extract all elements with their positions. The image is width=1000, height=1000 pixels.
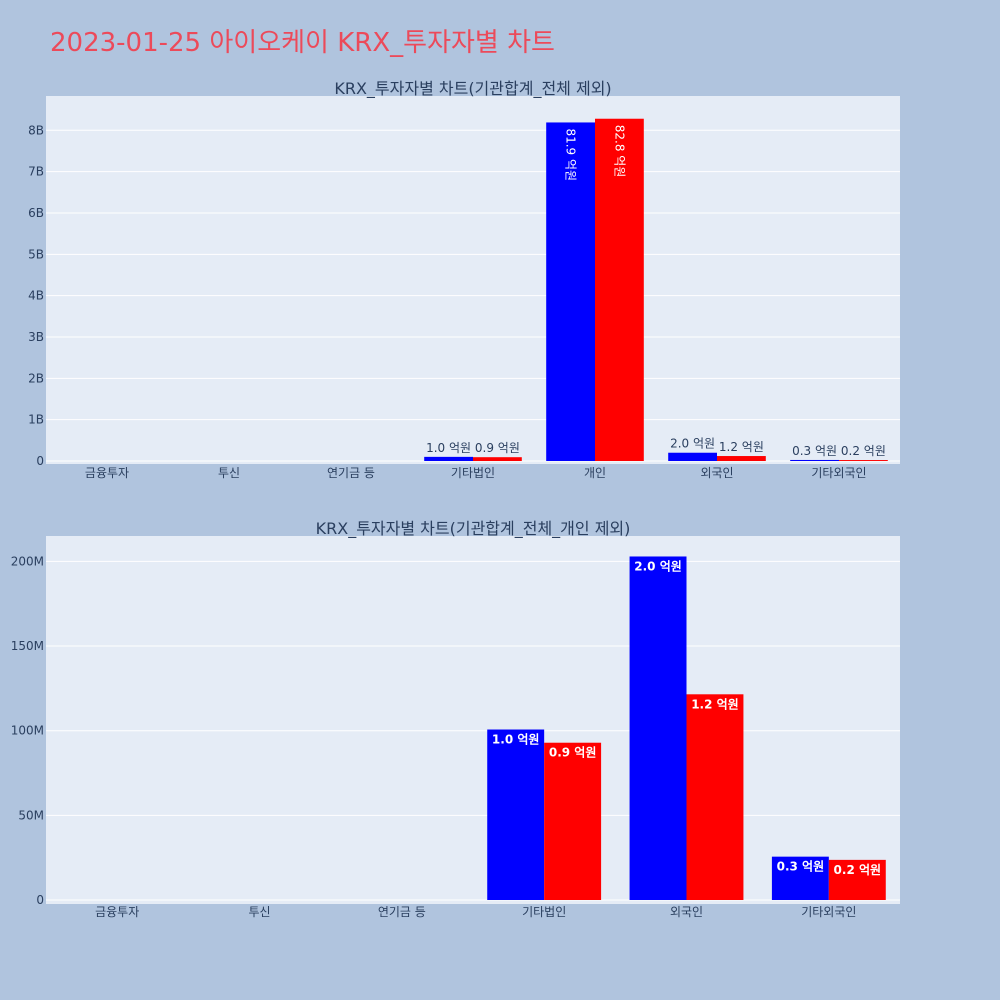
x-tick-label: 외국인: [670, 905, 703, 919]
y-tick-label: 150M: [11, 639, 44, 653]
y-tick-label: 4B: [28, 289, 44, 303]
chart-krx-excluding-institutions: 0 1B 2B 3B 4B 5B 6B 7B 8B 금융투자 투신 연기금 등 기타법인 개인 외국인 기타…: [28, 79, 900, 480]
data-label: 2.0 억원: [634, 559, 682, 573]
x-axis-ticks: 금융투자 투신 연기금 등 기타법인 외국인 기타외국인: [95, 905, 856, 919]
chart-title: KRX_투자자별 차트(기관합계_전체_개인 제외): [316, 519, 631, 539]
chart-krx-excluding-institutions-and-individuals: 0 50M 100M 150M 200M 금융투자 투신 연기금 등 기타법인 외국인 기타외국인…: [11, 519, 900, 919]
x-tick-label: 금융투자: [95, 905, 139, 919]
data-labels: 1.0 억원 2.0 억원 0.3 억원 0.9 억원 1.2 억원 0.2 억원: [492, 559, 881, 876]
y-tick-label: 5B: [28, 247, 44, 261]
y-tick-label: 6B: [28, 206, 44, 220]
data-label: 0.3 억원: [777, 860, 825, 874]
data-label: 81.9 억원: [564, 128, 578, 181]
y-axis-ticks: 0 1B 2B 3B 4B 5B 6B 7B 8B: [28, 123, 44, 468]
chart-title: KRX_투자자별 차트(기관합계_전체 제외): [334, 79, 611, 99]
x-tick-label: 투신: [248, 905, 270, 919]
y-tick-label: 7B: [28, 165, 44, 179]
x-tick-label: 연기금 등: [327, 466, 375, 480]
data-label: 0.2 억원: [841, 444, 886, 458]
bar: [686, 694, 744, 900]
y-tick-label: 50M: [18, 808, 44, 822]
x-axis-ticks: 금융투자 투신 연기금 등 기타법인 개인 외국인 기타외국인: [85, 466, 867, 480]
bar: [487, 729, 545, 900]
bar: [771, 856, 829, 900]
x-tick-label: 투신: [218, 466, 240, 480]
x-tick-label: 기타법인: [522, 905, 566, 919]
bar: [595, 118, 644, 462]
bar: [544, 742, 602, 900]
y-tick-label: 200M: [11, 554, 44, 568]
x-tick-label: 기타외국인: [811, 466, 866, 480]
plot-background: [46, 536, 900, 904]
bar: [668, 452, 717, 461]
y-tick-label: 8B: [28, 123, 44, 137]
data-label: 1.0 억원: [426, 441, 471, 455]
bar: [424, 456, 473, 461]
data-label: 2.0 억원: [670, 437, 715, 451]
gridlines: [46, 129, 900, 462]
data-label: 0.2 억원: [834, 863, 882, 877]
bar: [717, 456, 766, 461]
page-title: 2023-01-25 아이오케이 KRX_투자자별 차트: [50, 28, 555, 58]
data-label: 0.3 억원: [792, 444, 837, 458]
data-label: 0.9 억원: [549, 746, 597, 760]
x-tick-label: 개인: [584, 466, 606, 480]
y-tick-label: 100M: [11, 724, 44, 738]
y-tick-label: 3B: [28, 330, 44, 344]
x-tick-label: 금융투자: [85, 466, 129, 480]
data-label: 1.2 억원: [691, 697, 739, 711]
x-tick-label: 기타법인: [451, 466, 495, 480]
bar: [629, 556, 687, 900]
y-tick-label: 0: [36, 893, 44, 907]
y-axis-ticks: 0 50M 100M 150M 200M: [11, 554, 44, 907]
gridlines: [46, 560, 900, 901]
bars: [424, 118, 888, 462]
x-tick-label: 연기금 등: [378, 905, 426, 919]
x-tick-label: 외국인: [700, 466, 733, 480]
data-label: 1.2 억원: [719, 440, 764, 454]
data-label: 1.0 억원: [492, 733, 540, 747]
y-tick-label: 1B: [28, 413, 44, 427]
bars: [487, 556, 886, 900]
bar: [546, 122, 595, 462]
data-labels: 1.0 억원 81.9 억원 2.0 억원 0.3 억원 0.9 억원 82.8 억원 1.…: [426, 125, 886, 458]
bar: [473, 457, 522, 461]
y-tick-label: 0: [36, 454, 44, 468]
data-label: 82.8 억원: [612, 125, 626, 178]
y-tick-label: 2B: [28, 371, 44, 385]
x-tick-label: 기타외국인: [801, 905, 856, 919]
bar: [790, 459, 839, 461]
data-label: 0.9 억원: [475, 441, 520, 455]
plot-background: [46, 96, 900, 464]
bar: [839, 460, 888, 461]
bar: [828, 859, 886, 900]
